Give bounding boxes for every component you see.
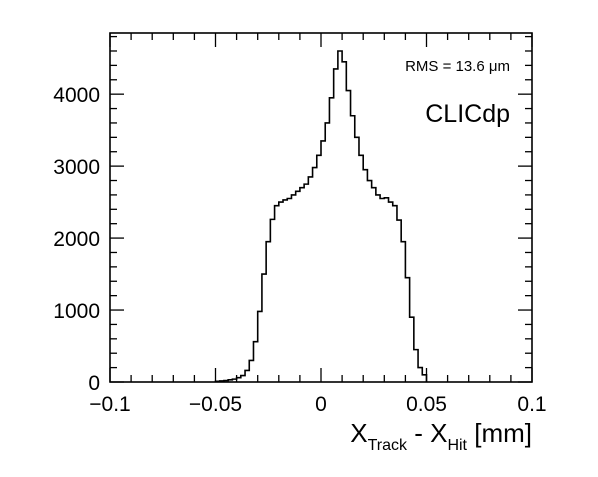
x-axis-title: XTrack - XHit [mm] [350,418,532,454]
histogram-series [214,50,428,383]
x-tick-label: 0 [315,393,327,416]
y-tick-labels: 0 1000 2000 3000 4000 [53,84,100,395]
x-axis-title-x1: X [350,418,367,448]
y-tick-label: 2000 [53,228,100,251]
x-axis-title-unit: [mm] [467,418,532,448]
x-tick-labels: −0.1 −0.05 0 0.05 0.1 [89,393,546,416]
y-tick-label: 1000 [53,300,100,323]
y-tick-label: 0 [88,372,100,395]
rms-annotation: RMS = 13.6 μm [405,58,510,75]
y-tick-label: 3000 [53,156,100,179]
experiment-label: CLICdp [425,100,510,128]
x-tick-label: 0.05 [406,393,447,416]
x-tick-label: −0.05 [189,393,242,416]
plot-frame [109,32,533,383]
x-axis-title-mid: - X [407,418,447,448]
x-tick-label: 0.1 [517,393,546,416]
y-tick-label: 4000 [53,84,100,107]
x-axis-title-sub-track: Track [368,437,408,454]
x-axis-title-sub-hit: Hit [447,437,467,454]
axis-ticks [109,33,533,383]
x-tick-label: −0.1 [89,393,130,416]
